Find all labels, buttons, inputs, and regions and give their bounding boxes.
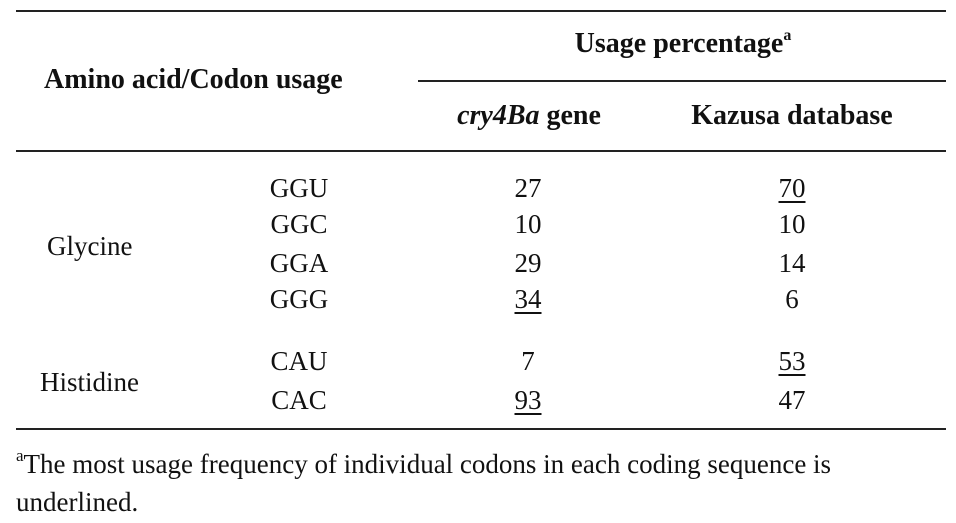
cry4ba-value-cell: 7 [521,346,535,376]
cry4ba-value-cell: 34 [514,284,542,314]
codon-cell: GGU [269,173,329,203]
kazusa-value-cell: 6 [785,284,799,314]
amino-acid-codon-header-text: Amino acid/Codon usage [44,64,343,95]
codon-cell: CAU [270,346,328,376]
gene-word: gene [539,100,601,131]
kazusa-database-text: Kazusa database [691,100,893,131]
footnote-text: The most usage frequency of individual c… [16,449,832,517]
kazusa-database-header: Kazusa database [691,100,892,132]
codon-cell: GGC [270,209,328,239]
usage-percentage-header: Usage percentagea [575,28,792,60]
usage-percentage-footnote-mark: a [783,27,792,44]
cry4ba-value-cell: 29 [514,248,542,278]
table-top-rule [16,10,946,12]
kazusa-value-cell: 70 [778,173,806,203]
cry4ba-value-cell: 93 [514,385,542,415]
cry4ba-italic: cry4Ba [457,100,540,131]
cry4ba-value-cell: 10 [514,209,542,239]
codon-cell: CAC [271,385,327,415]
table-bottom-rule [16,428,946,430]
kazusa-value-cell: 10 [778,209,806,239]
amino-acid-codon-header: Amino acid/Codon usage [44,64,343,96]
table-footnote: aThe most usage frequency of individual … [16,445,946,521]
codon-cell: GGA [269,248,329,278]
cry4ba-gene-header: cry4Ba gene [457,100,601,132]
kazusa-value-cell: 53 [778,346,806,376]
codon-cell: GGG [269,284,329,314]
header-bottom-rule [16,150,946,152]
footnote-mark: a [16,446,24,465]
kazusa-value-cell: 14 [778,248,806,278]
kazusa-value-cell: 47 [778,385,806,415]
group-header-rule [418,80,946,82]
usage-percentage-text: Usage percentage [574,28,784,59]
cry4ba-value-cell: 27 [514,173,542,203]
amino-acid-glycine: Glycine [47,231,133,261]
amino-acid-histidine: Histidine [40,367,139,397]
